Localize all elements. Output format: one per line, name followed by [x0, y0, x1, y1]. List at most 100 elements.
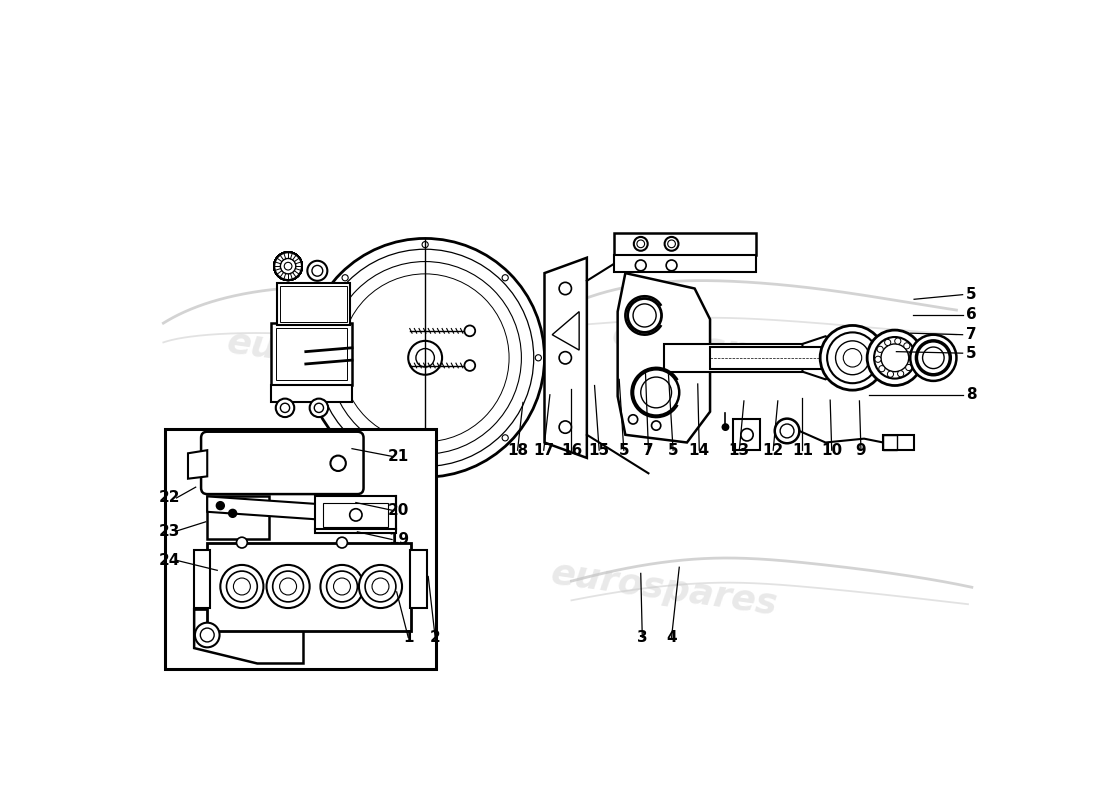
Circle shape	[330, 455, 345, 471]
Bar	[165, 429, 436, 669]
Text: 5: 5	[668, 442, 679, 458]
Circle shape	[408, 341, 442, 374]
Bar	[322, 502, 388, 527]
Circle shape	[312, 266, 322, 276]
Circle shape	[276, 398, 295, 417]
Circle shape	[274, 252, 301, 280]
Circle shape	[274, 252, 301, 280]
Circle shape	[274, 252, 301, 280]
Text: 24: 24	[158, 553, 180, 568]
Circle shape	[774, 418, 800, 443]
Circle shape	[667, 260, 676, 270]
Circle shape	[274, 252, 301, 280]
Text: 21: 21	[388, 449, 409, 464]
Bar	[280, 286, 348, 322]
Circle shape	[634, 237, 648, 250]
Text: 22: 22	[158, 490, 180, 506]
Circle shape	[904, 342, 910, 349]
Circle shape	[905, 365, 912, 370]
Circle shape	[229, 510, 236, 517]
Text: 5: 5	[966, 287, 977, 302]
Bar	[664, 344, 818, 372]
Circle shape	[559, 352, 572, 364]
Circle shape	[874, 356, 881, 362]
Circle shape	[464, 360, 475, 371]
Circle shape	[306, 238, 544, 477]
Circle shape	[274, 252, 301, 280]
Circle shape	[879, 366, 886, 372]
Circle shape	[909, 352, 914, 358]
Circle shape	[274, 252, 301, 280]
Circle shape	[350, 509, 362, 521]
Text: 17: 17	[534, 442, 554, 458]
Polygon shape	[544, 258, 587, 458]
Circle shape	[821, 326, 884, 390]
FancyBboxPatch shape	[201, 432, 363, 494]
Circle shape	[502, 274, 508, 281]
Text: 12: 12	[762, 442, 784, 458]
Circle shape	[723, 424, 728, 430]
Circle shape	[888, 371, 893, 378]
Text: eurospares: eurospares	[224, 325, 456, 390]
Circle shape	[217, 502, 224, 510]
Bar	[409, 550, 427, 608]
Circle shape	[559, 421, 572, 434]
Bar	[271, 323, 352, 385]
Bar	[276, 328, 348, 380]
Circle shape	[867, 330, 923, 386]
Text: eurospares: eurospares	[548, 556, 780, 622]
Text: 19: 19	[388, 532, 409, 547]
Circle shape	[634, 370, 680, 415]
Circle shape	[274, 252, 301, 280]
Polygon shape	[618, 273, 711, 442]
Bar	[733, 419, 760, 450]
Bar	[711, 347, 852, 369]
Circle shape	[422, 242, 428, 248]
Circle shape	[273, 571, 304, 602]
Text: 5: 5	[618, 442, 629, 458]
Text: 23: 23	[158, 523, 180, 538]
Polygon shape	[803, 336, 834, 379]
Circle shape	[422, 468, 428, 474]
Circle shape	[274, 252, 301, 280]
Text: eurospares: eurospares	[609, 318, 842, 383]
Circle shape	[877, 346, 883, 353]
Circle shape	[266, 565, 310, 608]
Circle shape	[274, 252, 301, 280]
Circle shape	[909, 354, 915, 361]
Bar	[277, 283, 351, 325]
Circle shape	[664, 237, 679, 250]
Circle shape	[874, 337, 915, 378]
Text: 2: 2	[430, 630, 440, 645]
Circle shape	[284, 262, 292, 270]
Bar	[614, 233, 757, 254]
Circle shape	[274, 252, 301, 280]
Polygon shape	[195, 610, 304, 663]
Circle shape	[464, 326, 475, 336]
Text: 9: 9	[856, 442, 867, 458]
Circle shape	[274, 252, 301, 280]
Circle shape	[274, 252, 301, 280]
Circle shape	[320, 565, 363, 608]
Text: 8: 8	[966, 387, 977, 402]
Circle shape	[884, 339, 891, 346]
Circle shape	[274, 252, 301, 280]
Bar	[614, 254, 757, 271]
Text: 10: 10	[821, 442, 843, 458]
Text: 7: 7	[966, 327, 977, 342]
Bar	[315, 496, 396, 534]
Circle shape	[220, 565, 264, 608]
Bar	[207, 542, 411, 631]
Text: 1: 1	[403, 630, 414, 645]
Circle shape	[898, 370, 904, 377]
Text: 7: 7	[644, 442, 653, 458]
Circle shape	[274, 252, 301, 280]
Bar	[271, 385, 352, 402]
Text: 15: 15	[588, 442, 609, 458]
Circle shape	[502, 434, 508, 441]
Circle shape	[365, 571, 396, 602]
Circle shape	[342, 434, 349, 441]
Circle shape	[651, 421, 661, 430]
Bar	[883, 435, 914, 450]
Circle shape	[359, 565, 403, 608]
